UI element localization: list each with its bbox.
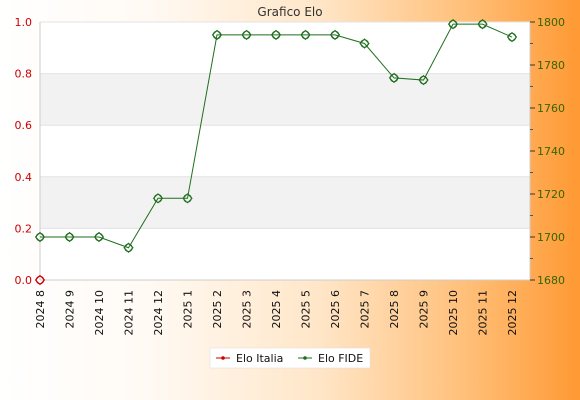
chart-title: Grafico Elo	[257, 5, 322, 19]
data-point-ring	[35, 232, 45, 242]
data-point	[329, 29, 341, 41]
data-point	[477, 18, 488, 30]
data-point-ring	[389, 73, 399, 83]
right-tick-label: 1700	[537, 231, 565, 244]
right-axis-ticks: 1680 1700 1720 1740 1760 1780 1800	[530, 16, 565, 287]
x-tick-label: 2025 5	[300, 290, 313, 329]
right-tick-label: 1720	[537, 188, 565, 201]
data-point	[506, 31, 518, 43]
left-axis-ticks: 0.0 0.2 0.4 0.6 0.8 1.0	[15, 16, 33, 287]
data-point	[34, 274, 46, 286]
data-point	[300, 29, 311, 41]
right-tick-label: 1680	[537, 274, 565, 287]
x-tick-label: 2025 7	[359, 290, 372, 329]
data-point-ring	[419, 75, 428, 85]
x-tick-label: 2024 12	[152, 290, 165, 336]
data-point	[152, 193, 164, 204]
data-point-ring	[183, 194, 192, 203]
x-tick-label: 2024 10	[93, 290, 106, 336]
x-tick-label: 2025 6	[329, 290, 342, 329]
x-tick-label: 2024 9	[64, 290, 77, 329]
right-tick-label: 1740	[537, 145, 565, 158]
left-tick-label: 0.6	[15, 119, 33, 132]
legend: Elo Italia Elo FIDE	[209, 347, 371, 369]
data-point	[359, 38, 370, 49]
x-tick-label: 2025 11	[477, 290, 490, 336]
grid-band	[40, 176, 530, 229]
series-layer	[34, 18, 518, 286]
x-tick-label: 2025 12	[506, 290, 519, 336]
left-tick-label: 0.0	[15, 274, 33, 287]
data-point-ring	[153, 194, 163, 203]
data-point	[270, 29, 282, 41]
left-tick-label: 0.2	[15, 222, 33, 235]
data-point-ring	[478, 19, 487, 29]
grid-band	[40, 73, 530, 126]
x-tick-label: 2025 1	[182, 290, 195, 329]
data-point-ring	[507, 32, 517, 42]
x-tick-label: 2025 8	[388, 290, 401, 329]
right-tick-label: 1800	[537, 16, 565, 29]
right-tick-label: 1760	[537, 102, 565, 115]
plot-background	[40, 22, 530, 280]
series-elo-fide	[34, 18, 518, 253]
x-tick-label: 2025 10	[447, 290, 460, 336]
plot-area	[40, 22, 530, 280]
series-elo-italia	[34, 274, 46, 286]
series-line	[40, 23, 513, 249]
data-point	[123, 242, 134, 253]
data-point-ring	[301, 30, 310, 40]
legend-item-elo-italia: Elo Italia	[216, 352, 283, 365]
data-point-ring	[124, 243, 133, 253]
data-point	[93, 231, 105, 243]
x-tick-label: 2025 4	[270, 290, 283, 329]
x-tick-label: 2024 8	[34, 290, 47, 329]
data-point-ring	[271, 30, 281, 40]
data-point	[34, 231, 46, 243]
left-tick-label: 0.4	[15, 171, 33, 184]
data-point	[182, 193, 193, 204]
left-tick-label: 1.0	[15, 16, 33, 29]
data-point-ring	[94, 232, 104, 242]
data-point-ring	[360, 39, 369, 48]
data-point-ring	[330, 30, 340, 40]
data-point	[64, 231, 75, 243]
legend-item-elo-fide: Elo FIDE	[298, 352, 363, 365]
data-point	[388, 72, 400, 84]
data-point	[418, 74, 429, 86]
data-point-ring	[212, 30, 222, 40]
data-point-ring	[35, 275, 45, 285]
data-point	[447, 18, 459, 30]
legend-label: Elo FIDE	[318, 352, 363, 365]
data-point	[241, 29, 252, 41]
x-tick-label: 2025 9	[418, 290, 431, 329]
x-tick-label: 2025 2	[211, 290, 224, 329]
legend-box	[209, 347, 371, 369]
data-point-ring	[448, 19, 458, 29]
data-point-ring	[65, 232, 74, 242]
x-tick-label: 2024 11	[123, 290, 136, 336]
legend-label: Elo Italia	[236, 352, 283, 365]
legend-marker	[221, 356, 225, 360]
data-point-ring	[242, 30, 251, 40]
data-point	[211, 29, 223, 41]
right-tick-label: 1780	[537, 59, 565, 72]
x-tick-label: 2025 3	[241, 290, 254, 329]
legend-marker	[303, 356, 307, 360]
left-tick-label: 0.8	[15, 68, 33, 81]
